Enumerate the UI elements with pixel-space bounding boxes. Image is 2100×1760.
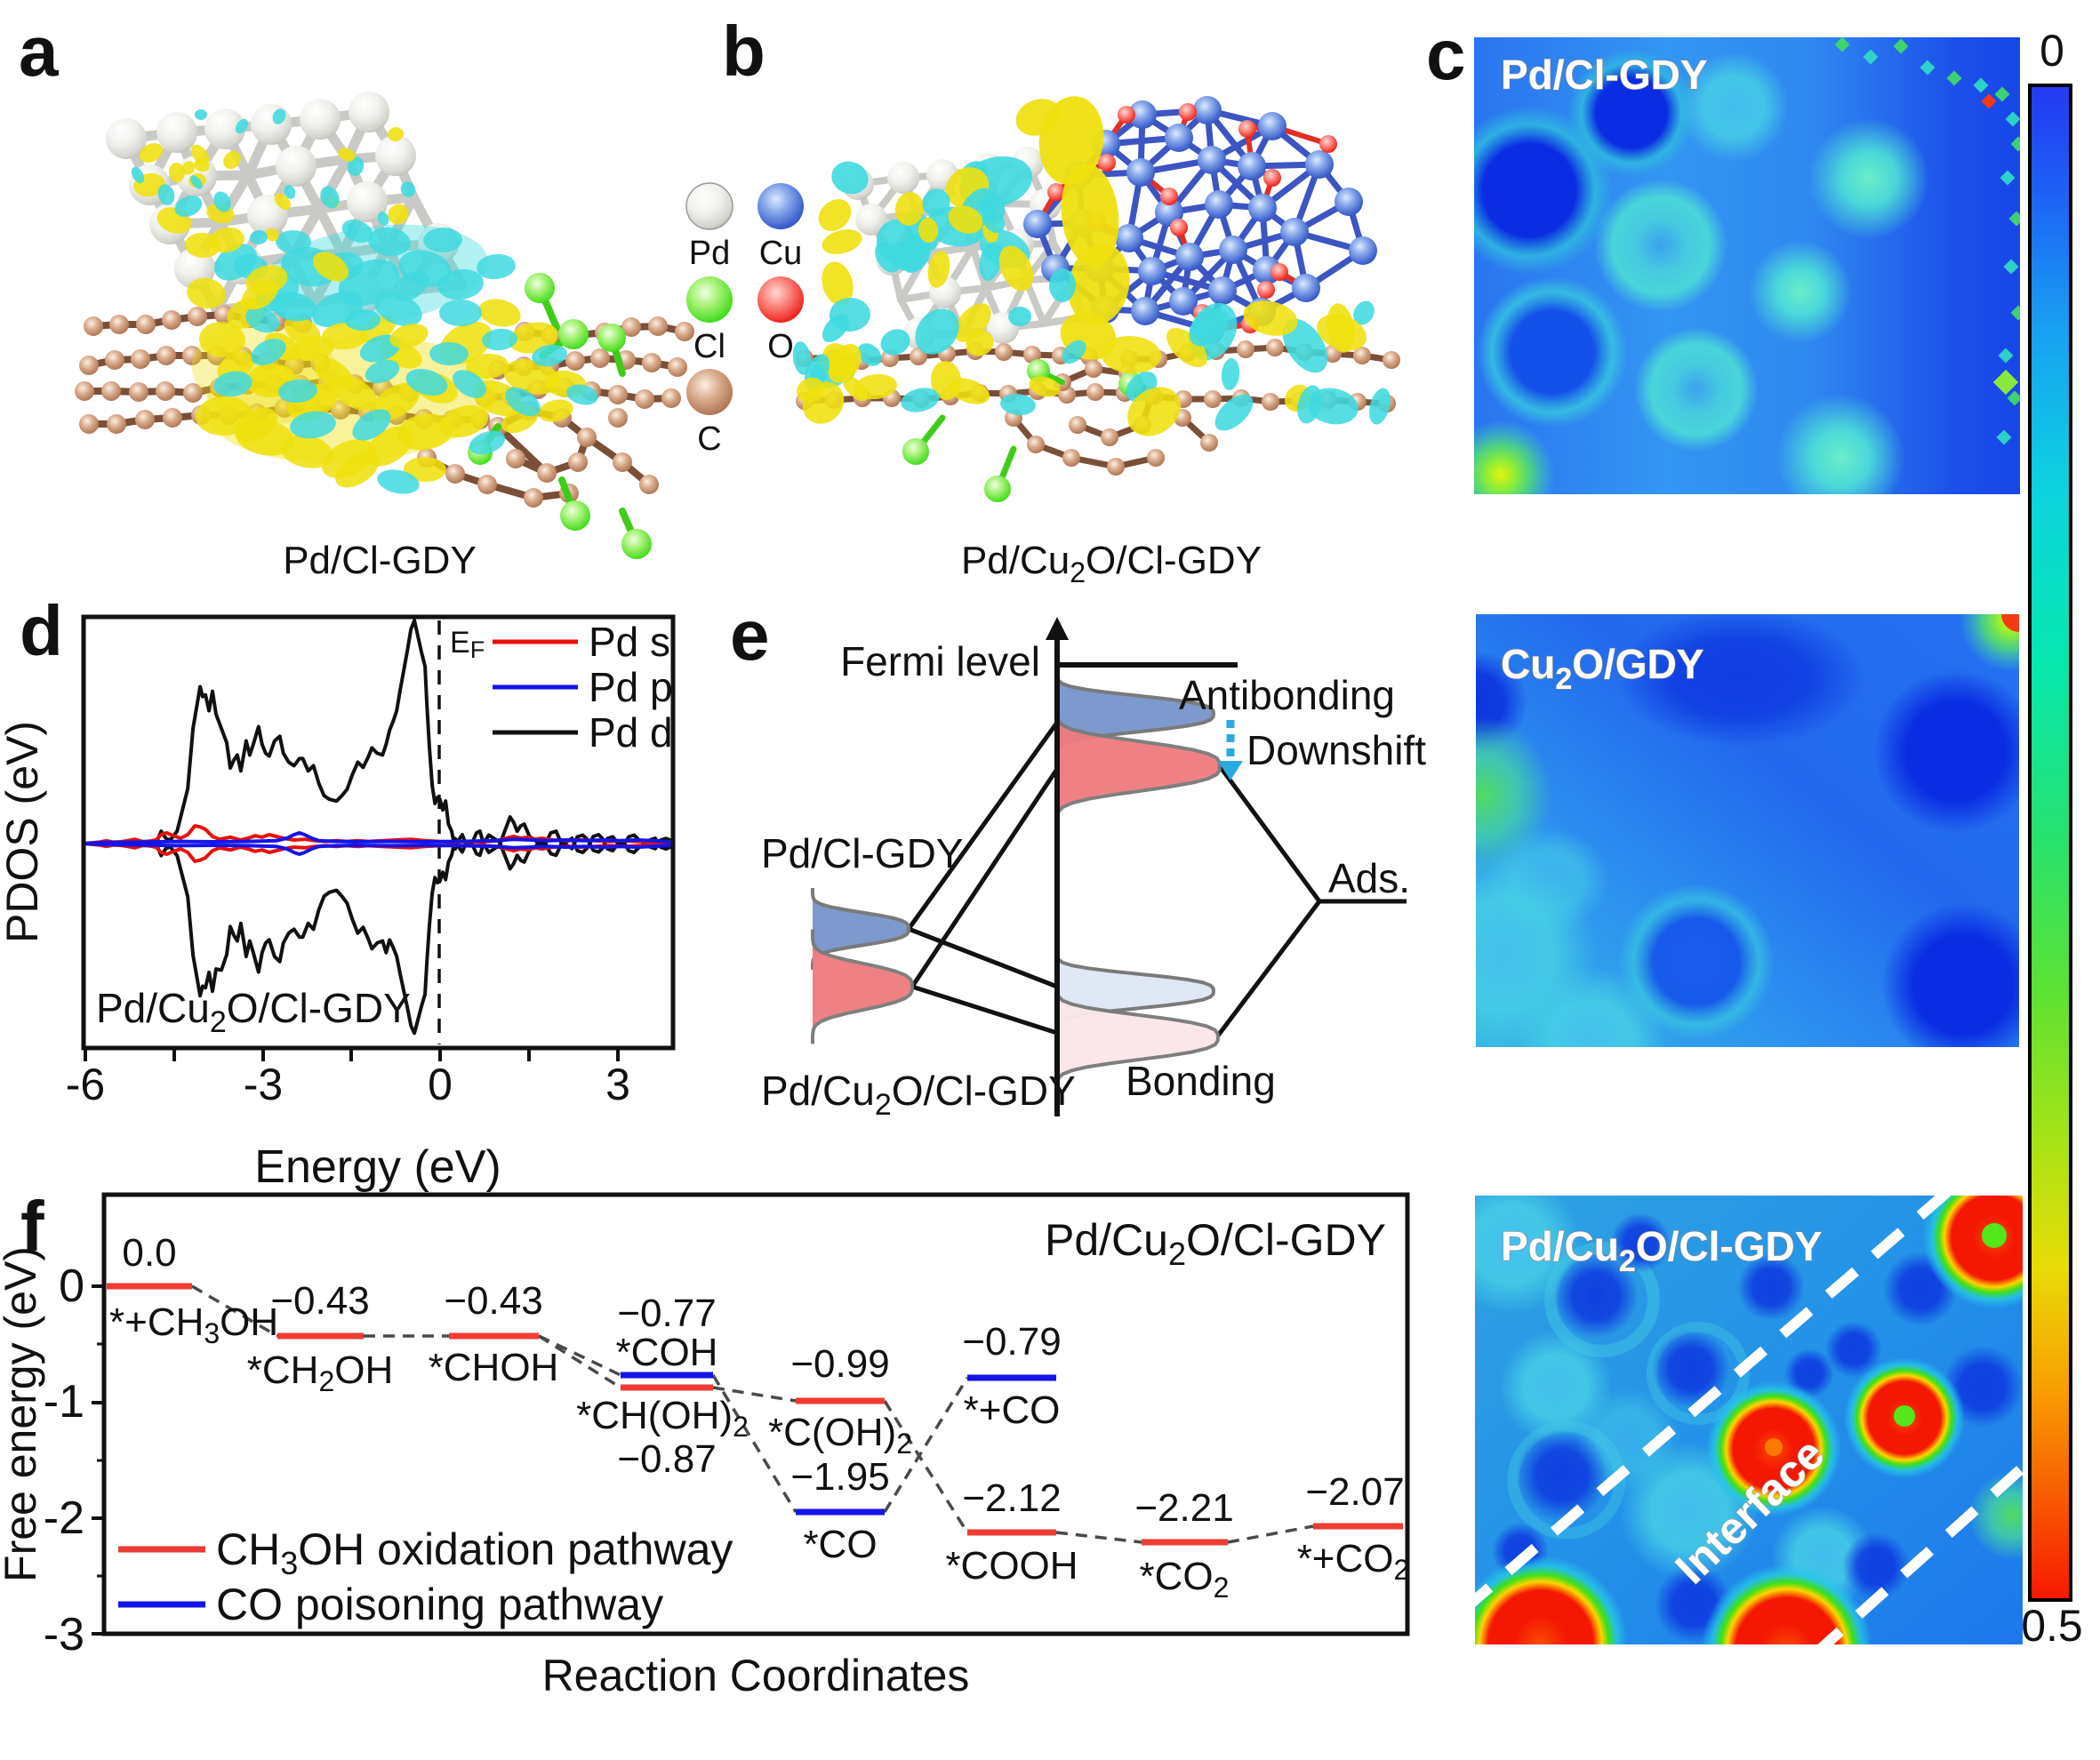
svg-text:0.0: 0.0 — [122, 1231, 176, 1275]
svg-text:-1: -1 — [44, 1376, 84, 1428]
svg-text:Pd d: Pd d — [589, 709, 673, 756]
svg-text:CH3OH oxidation pathway: CH3OH oxidation pathway — [216, 1524, 733, 1581]
svg-text:Bonding: Bonding — [1126, 1058, 1276, 1104]
svg-text:CO poisoning pathway: CO poisoning pathway — [216, 1580, 663, 1629]
svg-text:*+CH3OH: *+CH3OH — [109, 1300, 278, 1349]
svg-text:Cu: Cu — [759, 235, 803, 272]
svg-text:O: O — [767, 328, 794, 365]
svg-text:Pd/Cu2O/Cl-GDY: Pd/Cu2O/Cl-GDY — [96, 985, 411, 1039]
svg-text:Pd p: Pd p — [589, 664, 673, 710]
svg-text:-6: -6 — [66, 1060, 105, 1109]
svg-text:a: a — [19, 12, 59, 91]
svg-text:Downshift: Downshift — [1246, 727, 1426, 773]
svg-text:Pd/Cl-GDY: Pd/Cl-GDY — [761, 830, 963, 876]
svg-text:Pd: Pd — [689, 235, 730, 272]
svg-text:d: d — [20, 591, 63, 670]
svg-text:Free energy (eV): Free energy (eV) — [0, 1246, 45, 1582]
svg-text:Pd/Cu2O/Cl-GDY: Pd/Cu2O/Cl-GDY — [1045, 1215, 1386, 1272]
svg-text:*COOH: *COOH — [945, 1544, 1078, 1588]
svg-text:−0.79: −0.79 — [962, 1320, 1061, 1364]
svg-text:−0.77: −0.77 — [617, 1292, 716, 1335]
svg-text:−2.12: −2.12 — [962, 1476, 1061, 1520]
svg-text:Reaction Coordinates: Reaction Coordinates — [542, 1651, 970, 1700]
svg-text:−0.87: −0.87 — [617, 1437, 716, 1481]
svg-text:−2.07: −2.07 — [1305, 1470, 1404, 1514]
svg-text:3: 3 — [605, 1060, 630, 1109]
svg-text:Pd/Cl-GDY: Pd/Cl-GDY — [283, 539, 477, 582]
svg-text:PDOS (eV): PDOS (eV) — [0, 721, 47, 943]
svg-text:-3: -3 — [244, 1060, 283, 1109]
svg-text:−1.95: −1.95 — [790, 1455, 889, 1499]
svg-text:f: f — [20, 1187, 44, 1266]
svg-text:Pd/Cu2O/Cl-GDY: Pd/Cu2O/Cl-GDY — [761, 1068, 1076, 1122]
svg-text:Antibonding: Antibonding — [1179, 672, 1395, 718]
svg-text:-2: -2 — [44, 1492, 84, 1544]
svg-text:Cl: Cl — [693, 328, 725, 365]
svg-text:*CO: *CO — [803, 1523, 877, 1566]
svg-text:0: 0 — [59, 1260, 84, 1312]
svg-text:C: C — [697, 420, 721, 458]
svg-text:*CHOH: *CHOH — [429, 1346, 559, 1389]
svg-text:-3: -3 — [44, 1609, 84, 1660]
svg-text:b: b — [722, 12, 765, 91]
svg-text:Pd s: Pd s — [589, 619, 670, 665]
svg-text:Pd/Cu2O/Cl-GDY: Pd/Cu2O/Cl-GDY — [1501, 1223, 1822, 1278]
svg-text:−2.21: −2.21 — [1134, 1486, 1233, 1530]
svg-text:−0.99: −0.99 — [790, 1342, 889, 1386]
svg-text:*CH(OH)2: *CH(OH)2 — [576, 1394, 749, 1443]
svg-text:−0.43: −0.43 — [444, 1279, 542, 1323]
svg-text:EF: EF — [450, 626, 485, 663]
svg-text:*+CO: *+CO — [964, 1388, 1061, 1432]
svg-text:Energy (eV): Energy (eV) — [254, 1141, 501, 1193]
svg-text:e: e — [730, 596, 770, 675]
svg-text:0: 0 — [2040, 26, 2064, 76]
svg-text:−0.43: −0.43 — [270, 1279, 369, 1323]
svg-text:c: c — [1426, 15, 1466, 94]
svg-text:*COH: *COH — [616, 1331, 718, 1374]
svg-text:Fermi level: Fermi level — [840, 638, 1040, 684]
svg-text:Ads.: Ads. — [1328, 855, 1410, 901]
svg-text:*+CO2: *+CO2 — [1297, 1537, 1410, 1586]
svg-text:*C(OH)2: *C(OH)2 — [768, 1411, 912, 1460]
svg-text:Pd/Cu2O/Cl-GDY: Pd/Cu2O/Cl-GDY — [961, 539, 1262, 588]
svg-text:0.5: 0.5 — [2021, 1601, 2083, 1651]
svg-text:Pd/Cl-GDY: Pd/Cl-GDY — [1501, 52, 1708, 98]
svg-text:0: 0 — [428, 1060, 453, 1109]
